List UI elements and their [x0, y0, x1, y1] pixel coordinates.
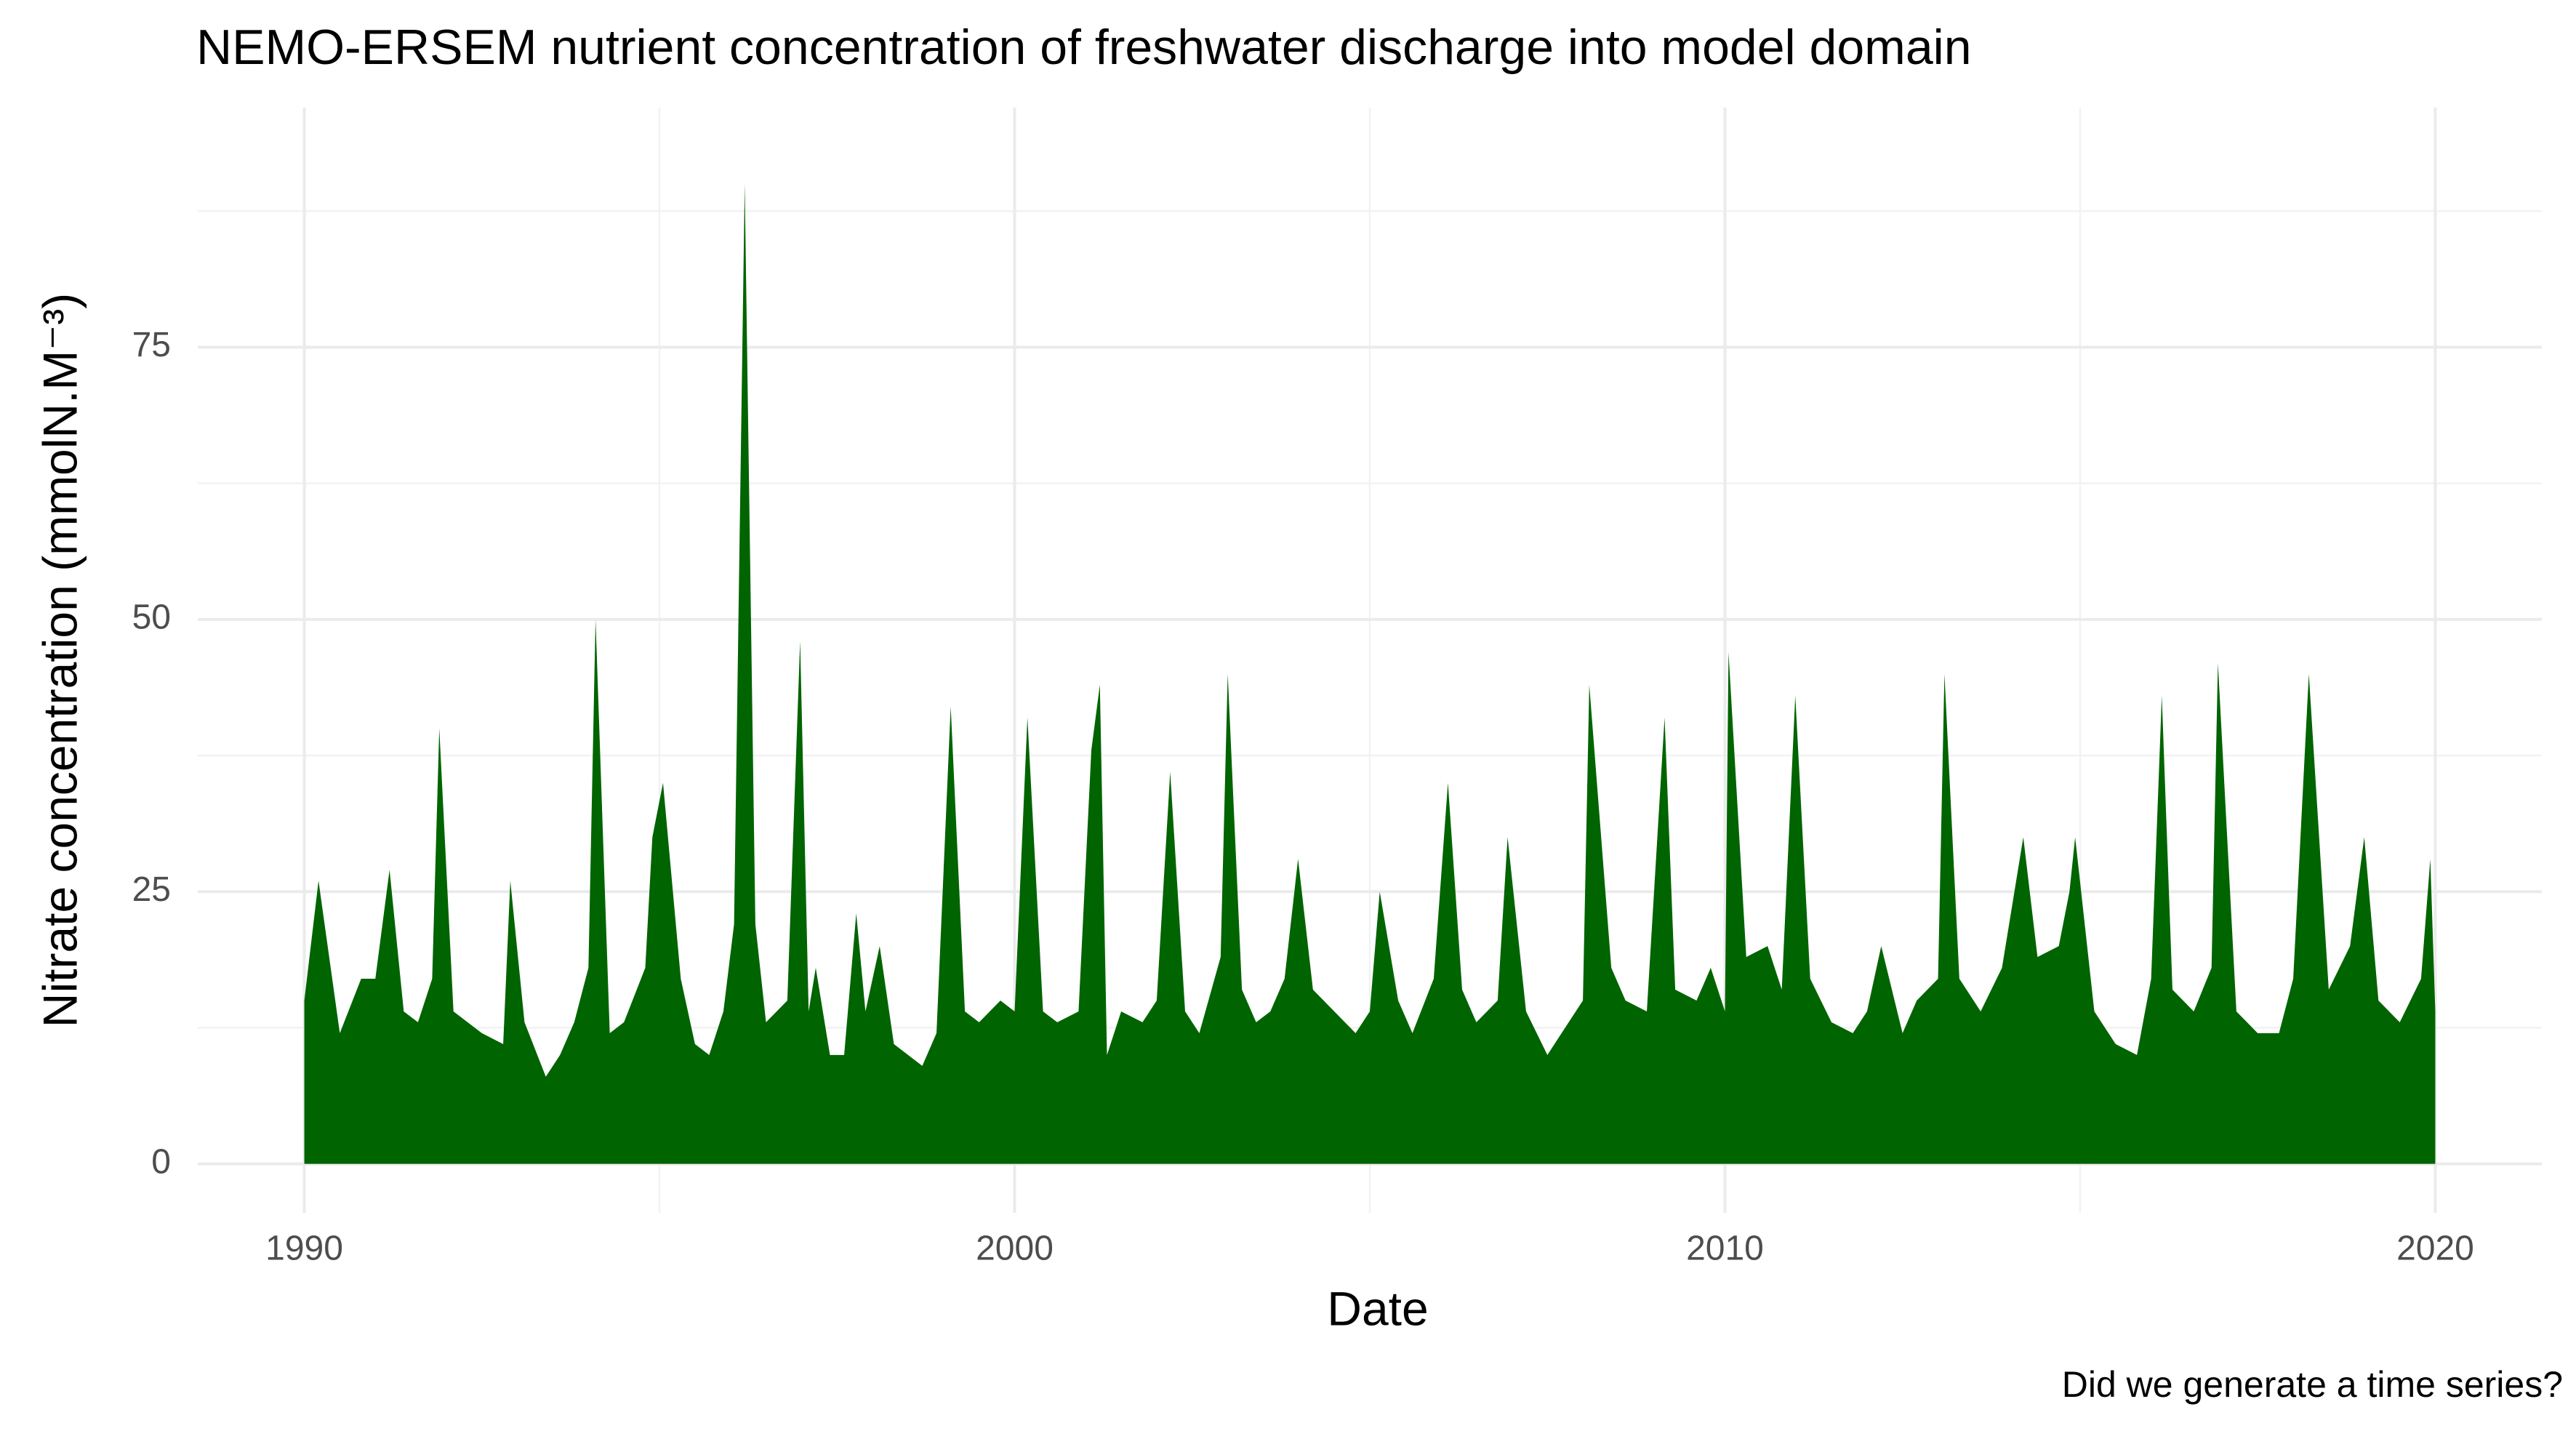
- x-tick-label: 2000: [976, 1230, 1054, 1268]
- grid: 0 25 50 75 1990 2000 2010 2020: [132, 108, 2542, 1268]
- plot-area: [304, 183, 2436, 1164]
- y-tick-label: 0: [151, 1142, 171, 1181]
- chart-title: NEMO-ERSEM nutrient concentration of fre…: [196, 20, 1972, 75]
- area: [304, 183, 2436, 1164]
- x-tick-label: 2010: [1686, 1230, 1764, 1268]
- x-tick-label: 2020: [2396, 1230, 2474, 1268]
- caption: Did we generate a time series?: [2062, 1364, 2563, 1405]
- y-axis-title: Nitrate concentration (mmolN.M⁻³): [33, 293, 87, 1027]
- y-tick-label: 50: [132, 598, 171, 637]
- x-axis-title: Date: [1327, 1281, 1428, 1335]
- x-tick-label: 1990: [265, 1230, 343, 1268]
- y-tick-label: 25: [132, 870, 171, 909]
- y-tick-label: 75: [132, 326, 171, 364]
